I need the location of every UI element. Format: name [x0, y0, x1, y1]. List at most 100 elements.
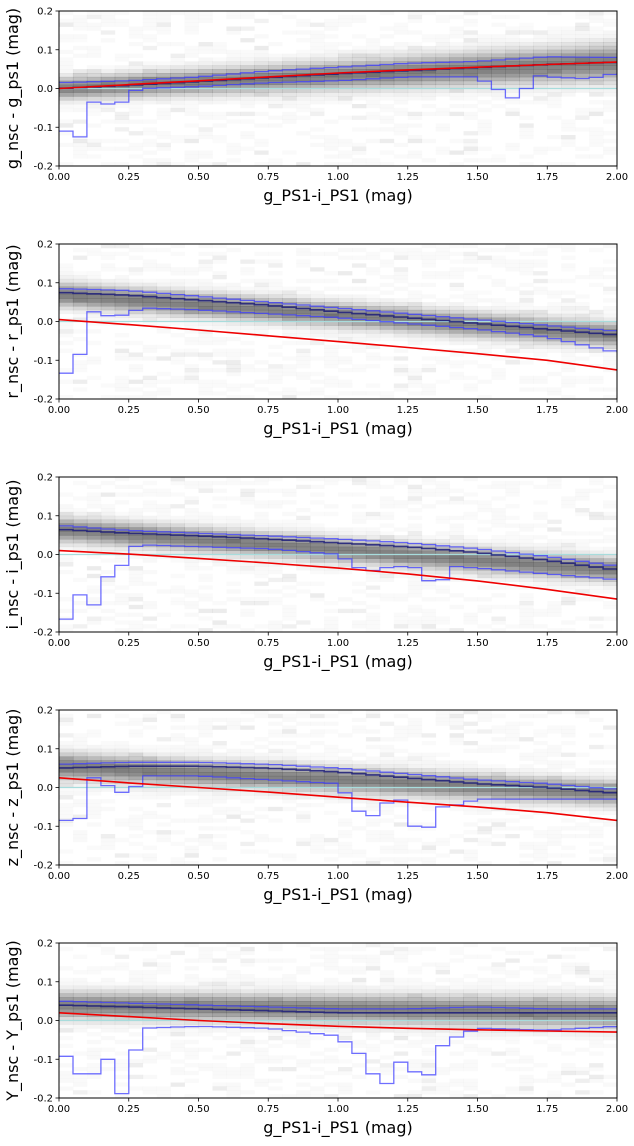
hist-cell — [240, 131, 254, 135]
hist-cell — [268, 989, 283, 994]
hist-cell — [352, 718, 366, 722]
hist-cell — [379, 298, 395, 303]
hist-cell — [393, 775, 409, 781]
hist-cell — [379, 1020, 395, 1025]
hist-cell — [491, 822, 506, 827]
hist-cell — [463, 76, 478, 82]
hist-cell — [589, 333, 604, 338]
hist-cell — [379, 1005, 395, 1010]
hist-cell — [143, 970, 157, 974]
hist-cell — [561, 1020, 576, 1025]
hist-cell — [115, 1075, 129, 1079]
hist-cell — [185, 135, 199, 139]
hist-cell — [87, 252, 101, 256]
hist-cell — [393, 527, 409, 532]
hist-cell — [436, 151, 450, 155]
x-tick-label: 0.50 — [187, 405, 209, 416]
hist-cell — [519, 985, 534, 990]
hist-cell — [436, 481, 450, 485]
hist-cell — [171, 104, 185, 108]
hist-cell — [212, 768, 227, 773]
hist-cell — [185, 516, 199, 520]
hist-cell — [422, 609, 436, 613]
hist-cell — [198, 111, 213, 117]
upper-percentile-line — [59, 525, 617, 567]
hist-cell — [156, 294, 171, 299]
hist-cell — [422, 1036, 436, 1040]
hist-cell — [157, 1052, 171, 1056]
hist-cell — [464, 298, 478, 302]
hist-cell — [184, 65, 199, 70]
hist-cell — [282, 15, 296, 19]
hist-cell — [338, 154, 352, 158]
hist-cell — [296, 943, 310, 947]
hist-cell — [575, 112, 589, 116]
hist-cell — [268, 589, 282, 593]
hist-cell — [436, 256, 450, 260]
hist-cell — [157, 589, 171, 593]
hist-cell — [491, 38, 506, 43]
hist-cell — [449, 84, 464, 89]
hist-cell — [296, 353, 310, 357]
hist-cell — [477, 558, 492, 563]
hist-cell — [296, 348, 311, 353]
hist-cell — [282, 531, 297, 536]
hist-cell — [73, 578, 87, 582]
hist-cell — [86, 772, 102, 777]
hist-cell — [519, 1020, 534, 1025]
hist-cell — [310, 53, 325, 58]
hist-cell — [170, 772, 185, 777]
hist-cell — [547, 1001, 562, 1006]
hist-cell — [589, 248, 603, 252]
hist-cell — [393, 573, 409, 579]
hist-cell — [86, 278, 102, 284]
hist-cell — [324, 333, 339, 338]
hist-cell — [143, 795, 157, 799]
hist-cell — [533, 1040, 547, 1044]
hist-cell — [170, 989, 185, 994]
hist-cell — [185, 959, 199, 963]
hist-cell — [296, 364, 310, 368]
hist-cell — [86, 1016, 102, 1021]
hist-cell — [519, 966, 533, 970]
hist-cell — [212, 997, 227, 1002]
hist-cell — [240, 523, 255, 528]
hist-cell — [450, 524, 464, 528]
hist-cell — [198, 88, 213, 93]
hist-cell — [268, 1020, 283, 1025]
hist-cell — [519, 815, 533, 819]
hist-cell — [449, 92, 464, 97]
hist-cell — [394, 951, 408, 955]
hist-cell — [505, 570, 520, 575]
hist-cell — [435, 787, 450, 792]
hist-cell — [589, 539, 604, 544]
hist-cell — [59, 302, 74, 307]
hist-cell — [435, 325, 450, 330]
hist-cell — [603, 515, 617, 521]
hist-cell — [296, 23, 310, 27]
hist-cell — [212, 791, 227, 796]
hist-cell — [100, 977, 116, 983]
hist-cell — [73, 364, 87, 368]
hist-cell — [282, 313, 297, 319]
hist-cell — [589, 111, 604, 117]
hist-cell — [435, 989, 450, 994]
hist-cell — [338, 337, 353, 342]
hist-cell — [505, 49, 520, 55]
hist-cell — [268, 1079, 282, 1083]
hist-cell — [240, 57, 255, 62]
hist-cell — [185, 481, 199, 485]
hist-cell — [589, 309, 604, 315]
hist-cell — [296, 1075, 310, 1079]
hist-cell — [421, 581, 437, 586]
hist-cell — [128, 597, 144, 602]
x-tick-label: 1.25 — [397, 638, 419, 649]
hist-cell — [199, 387, 213, 391]
hist-cell — [226, 384, 240, 388]
hist-cell — [351, 80, 367, 86]
hist-cell — [589, 321, 604, 326]
hist-cell — [491, 42, 506, 47]
hist-cell — [282, 1055, 296, 1059]
hist-cell — [226, 356, 240, 360]
hist-cell — [421, 562, 437, 567]
